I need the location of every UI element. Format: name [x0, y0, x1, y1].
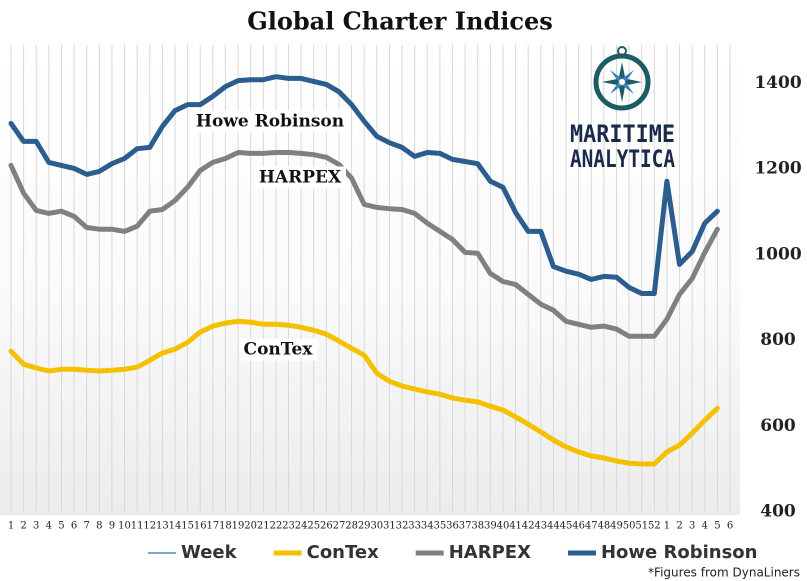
x-tick-label: 15 — [181, 521, 194, 532]
x-tick-label: 19 — [232, 521, 245, 532]
x-tick-label: 20 — [244, 521, 257, 532]
x-tick-label: 48 — [597, 521, 610, 532]
legend-label: ConTex — [307, 542, 379, 563]
x-tick-label: 43 — [534, 521, 547, 532]
x-tick-label: 1 — [8, 521, 14, 532]
x-tick-label: 47 — [585, 521, 598, 532]
x-tick-label: 28 — [345, 521, 358, 532]
x-tick-label: 7 — [83, 521, 89, 532]
x-tick-label: 10 — [118, 521, 131, 532]
y-tick-label: 1200 — [754, 159, 801, 179]
y-tick-label: 800 — [760, 330, 796, 350]
x-tick-label: 4 — [702, 521, 708, 532]
x-tick-label: 39 — [484, 521, 497, 532]
annotation-background — [191, 110, 349, 133]
x-tick-label: 40 — [497, 521, 510, 532]
x-tick-label: 33 — [408, 521, 421, 532]
legend-label: Week — [181, 542, 238, 563]
series-line — [8, 318, 720, 467]
x-tick-label: 50 — [623, 521, 636, 532]
x-tick-label: 49 — [610, 521, 623, 532]
x-tick-label: 27 — [333, 521, 346, 532]
x-tick-label: 30 — [370, 521, 383, 532]
x-tick-label: 3 — [689, 521, 695, 532]
x-tick-label: 5 — [58, 521, 64, 532]
x-tick-label: 3 — [33, 521, 39, 532]
x-tick-label: 41 — [509, 521, 522, 532]
x-tick-label: 52 — [648, 521, 661, 532]
x-tick-label: 1 — [664, 521, 670, 532]
x-tick-label: 37 — [459, 521, 472, 532]
x-tick-label: 24 — [295, 521, 308, 532]
series-line — [8, 150, 720, 339]
logo-compass — [593, 46, 651, 111]
x-tick-label: 14 — [169, 521, 182, 532]
x-tick-label: 46 — [572, 521, 585, 532]
logo-text: MARITIME — [570, 120, 675, 148]
x-tick-label: 45 — [560, 521, 573, 532]
annotation: ConTex — [244, 340, 314, 360]
x-tick-label: 18 — [219, 521, 232, 532]
x-tick-label: 9 — [109, 521, 115, 532]
x-tick-label: 4 — [46, 521, 52, 532]
x-tick-label: 38 — [471, 521, 484, 532]
annotation: Howe Robinson — [196, 112, 344, 132]
x-tick-label: 26 — [320, 521, 333, 532]
y-tick-label: 1400 — [754, 73, 801, 93]
chart-title: Global Charter Indices — [247, 7, 553, 36]
x-tick-label: 5 — [714, 521, 720, 532]
x-tick-label: 31 — [383, 521, 396, 532]
y-tick-label: 400 — [760, 502, 796, 522]
x-tick-label: 42 — [522, 521, 535, 532]
x-tick-label: 29 — [358, 521, 371, 532]
y-tick-label: 1000 — [754, 244, 801, 264]
logo-text: ANALYTICA — [570, 145, 675, 173]
annotation: HARPEX — [259, 168, 342, 188]
x-tick-label: 36 — [446, 521, 459, 532]
annotation-background — [254, 166, 346, 189]
x-tick-label: 6 — [71, 521, 77, 532]
x-tick-label: 8 — [96, 521, 102, 532]
x-tick-label: 12 — [143, 521, 156, 532]
annotation-background — [239, 338, 318, 361]
x-tick-label: 11 — [131, 521, 144, 532]
y-tick-label: 600 — [760, 416, 796, 436]
legend-label: Howe Robinson — [601, 542, 758, 563]
x-tick-label: 32 — [396, 521, 409, 532]
x-tick-label: 2 — [676, 521, 682, 532]
x-tick-label: 35 — [434, 521, 447, 532]
x-tick-label: 17 — [206, 521, 219, 532]
legend-label: HARPEX — [449, 542, 531, 563]
x-tick-label: 34 — [421, 521, 434, 532]
x-tick-label: 22 — [270, 521, 283, 532]
x-tick-label: 16 — [194, 521, 207, 532]
x-tick-label: 2 — [20, 521, 26, 532]
x-tick-label: 13 — [156, 521, 169, 532]
x-tick-label: 23 — [282, 521, 295, 532]
series-line — [8, 74, 720, 296]
x-tick-label: 25 — [307, 521, 320, 532]
footnote: *Figures from DynaLiners — [648, 566, 800, 580]
x-tick-label: 44 — [547, 521, 560, 532]
x-tick-label: 6 — [727, 521, 733, 532]
x-tick-label: 51 — [635, 521, 648, 532]
x-tick-label: 21 — [257, 521, 270, 532]
